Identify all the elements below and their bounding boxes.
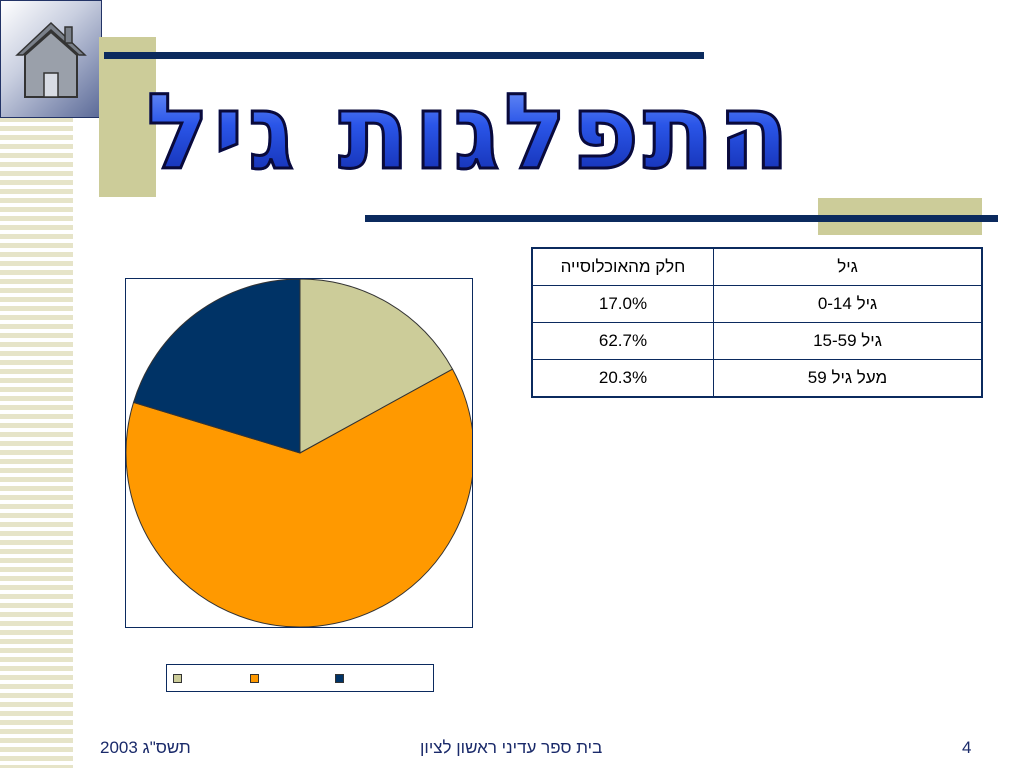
legend-swatch	[250, 674, 259, 683]
table-cell: מעל גיל 59	[713, 359, 983, 398]
table-header-row: גיל חלק מהאוכלוסייה	[531, 247, 983, 286]
decorative-bar-top	[104, 52, 704, 59]
table-header-cell: חלק מהאוכלוסייה	[531, 247, 714, 286]
decorative-square-left	[99, 37, 156, 197]
age-distribution-table: גיל חלק מהאוכלוסייה גיל 0-14 17.0% גיל 1…	[531, 247, 983, 398]
decorative-stripes	[0, 0, 73, 768]
table-cell: 17.0%	[531, 285, 714, 323]
page-number: 4	[962, 738, 972, 757]
pie-chart	[125, 278, 475, 628]
chart-legend	[166, 664, 434, 692]
pie-slice	[132, 278, 301, 454]
footer-school: בית ספר עדיני ראשון לציון	[420, 738, 603, 757]
home-icon	[15, 21, 87, 98]
table-row: גיל 15-59 62.7%	[531, 322, 983, 360]
table-cell: גיל 15-59	[713, 322, 983, 360]
table-cell: 62.7%	[531, 322, 714, 360]
page-title: התפלגות גיל	[140, 62, 800, 202]
table-row: גיל 0-14 17.0%	[531, 285, 983, 323]
pie-slice	[299, 278, 454, 454]
table-header-cell: גיל	[713, 247, 983, 286]
legend-swatch	[173, 674, 182, 683]
table-cell: גיל 0-14	[713, 285, 983, 323]
table-cell: 20.3%	[531, 359, 714, 398]
legend-swatch	[335, 674, 344, 683]
pie-chart-svg	[125, 278, 475, 628]
home-button[interactable]	[0, 0, 102, 118]
table-row: מעל גיל 59 20.3%	[531, 359, 983, 398]
decorative-bar-bottom	[365, 215, 998, 222]
footer-date: תשס"ג 2003	[100, 738, 191, 757]
